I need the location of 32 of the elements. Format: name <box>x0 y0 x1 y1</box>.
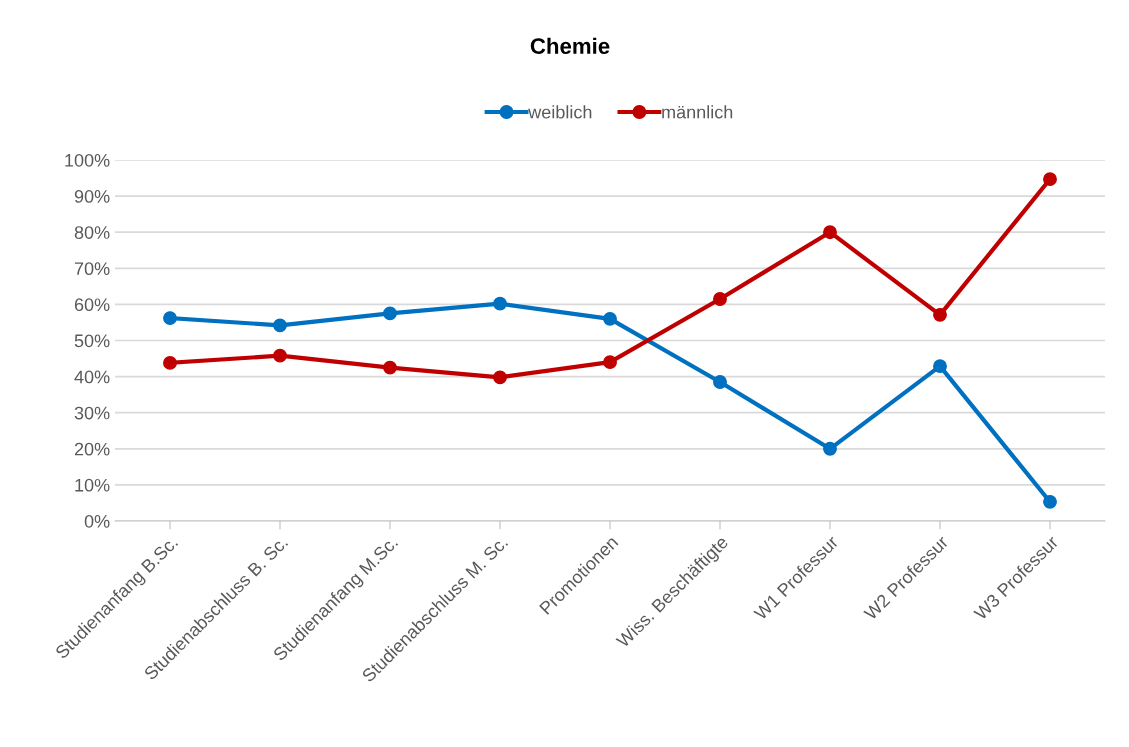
y-tick-label: 90% <box>74 190 110 203</box>
point <box>383 360 397 375</box>
y-tick-label: 60% <box>74 298 110 312</box>
y-tick-label: 20% <box>74 442 110 456</box>
point <box>1043 494 1057 509</box>
point <box>713 292 727 306</box>
point <box>1043 172 1057 187</box>
point <box>713 375 727 389</box>
point <box>493 370 507 385</box>
point <box>933 359 947 374</box>
y-tick-label: 10% <box>75 478 110 492</box>
point <box>603 311 617 326</box>
y-tick-label: 70% <box>74 262 110 276</box>
point <box>163 311 177 326</box>
y-tick-label: 100% <box>65 153 110 167</box>
y-tick-label: 50% <box>74 334 110 348</box>
point <box>493 296 507 311</box>
point <box>933 307 947 322</box>
y-tick-label: 40% <box>74 370 110 384</box>
point <box>823 225 837 240</box>
legend-label: männlich <box>662 105 733 119</box>
point <box>163 355 177 370</box>
point <box>823 441 837 456</box>
legend-label: weiblich <box>528 105 592 119</box>
point <box>273 348 287 363</box>
y-tick-label: 0% <box>84 514 110 528</box>
y-tick-label: 30% <box>74 406 110 420</box>
point <box>383 306 397 321</box>
point <box>603 355 617 370</box>
point <box>273 318 287 333</box>
chart-title: Chemie <box>530 37 610 54</box>
y-tick-label: 80% <box>74 226 110 239</box>
